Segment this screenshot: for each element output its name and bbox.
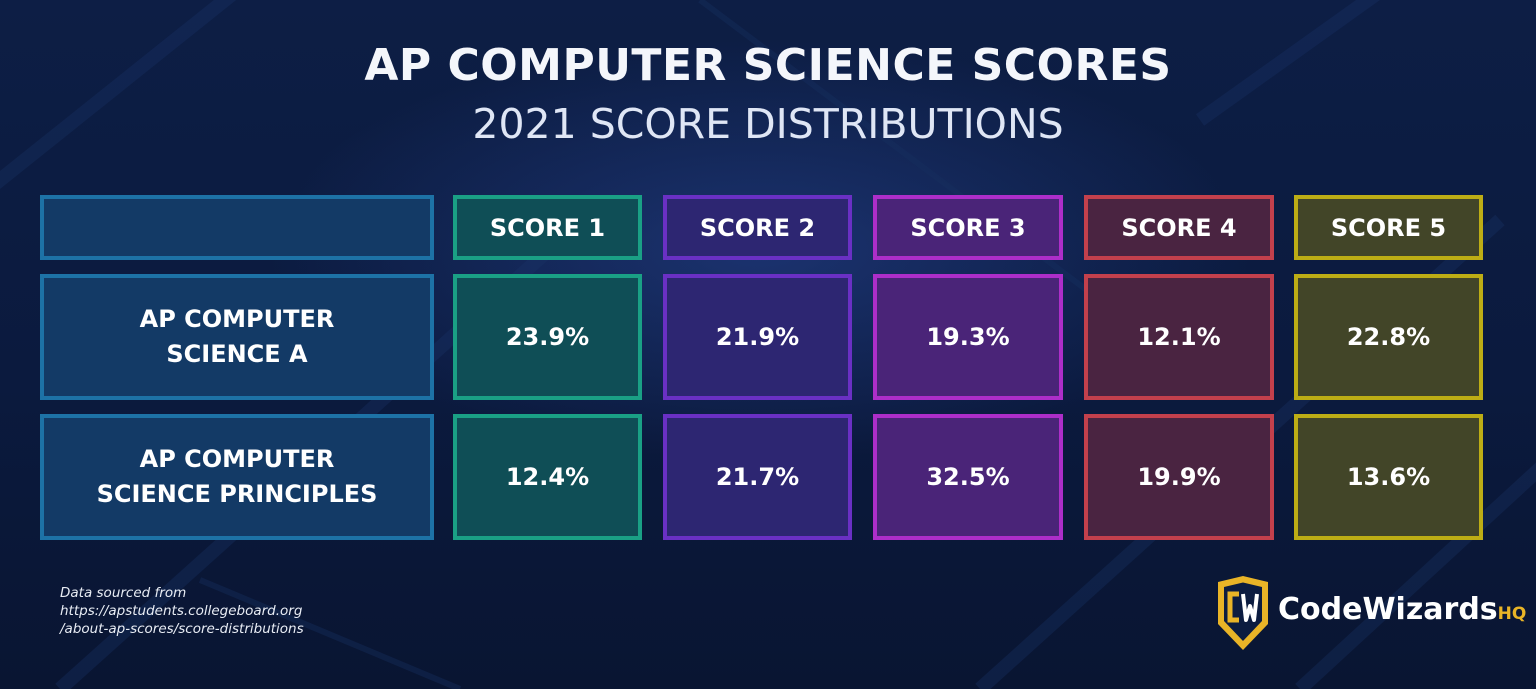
row-label-line: AP COMPUTER	[139, 445, 335, 473]
column-header-score-4: SCORE 4	[1084, 195, 1274, 260]
column-header-score-2: SCORE 2	[663, 195, 852, 260]
shield-cw-icon	[1218, 576, 1268, 650]
row-label-line: SCIENCE A	[166, 340, 308, 368]
column-header-score-1: SCORE 1	[453, 195, 642, 260]
row-label-cs-principles: AP COMPUTER SCIENCE PRINCIPLES	[40, 414, 434, 540]
header-empty-cell	[40, 195, 434, 260]
value-cell-cs-p-score-2: 21.7%	[663, 414, 852, 540]
value-cell-cs-a-score-4: 12.1%	[1084, 274, 1274, 400]
footnote-line: https://apstudents.collegeboard.org	[60, 603, 303, 619]
footnote-line: Data sourced from	[60, 585, 187, 601]
footnote-line: /about-ap-scores/score-distributions	[60, 621, 304, 637]
value-cell-cs-p-score-3: 32.5%	[873, 414, 1063, 540]
value-cell-cs-a-score-3: 19.3%	[873, 274, 1063, 400]
value-cell-cs-p-score-4: 19.9%	[1084, 414, 1274, 540]
value-cell-cs-p-score-5: 13.6%	[1294, 414, 1483, 540]
value-cell-cs-a-score-5: 22.8%	[1294, 274, 1483, 400]
value-cell-cs-p-score-1: 12.4%	[453, 414, 642, 540]
row-label-cs-a: AP COMPUTER SCIENCE A	[40, 274, 434, 400]
page-subtitle: 2021 SCORE DISTRIBUTIONS	[472, 100, 1064, 148]
source-footnote: Data sourced from https://apstudents.col…	[60, 584, 304, 638]
row-label-line: SCIENCE PRINCIPLES	[96, 480, 378, 508]
value-cell-cs-a-score-1: 23.9%	[453, 274, 642, 400]
value-cell-cs-a-score-2: 21.9%	[663, 274, 852, 400]
brand-logo-text: CodeWizardsHQ	[1278, 592, 1526, 627]
brand-suffix: HQ	[1497, 604, 1527, 624]
row-label-line: AP COMPUTER	[139, 305, 335, 333]
column-header-score-5: SCORE 5	[1294, 195, 1483, 260]
page-title: AP COMPUTER SCIENCE SCORES	[364, 40, 1172, 91]
column-header-score-3: SCORE 3	[873, 195, 1063, 260]
brand-name: CodeWizards	[1278, 592, 1498, 627]
